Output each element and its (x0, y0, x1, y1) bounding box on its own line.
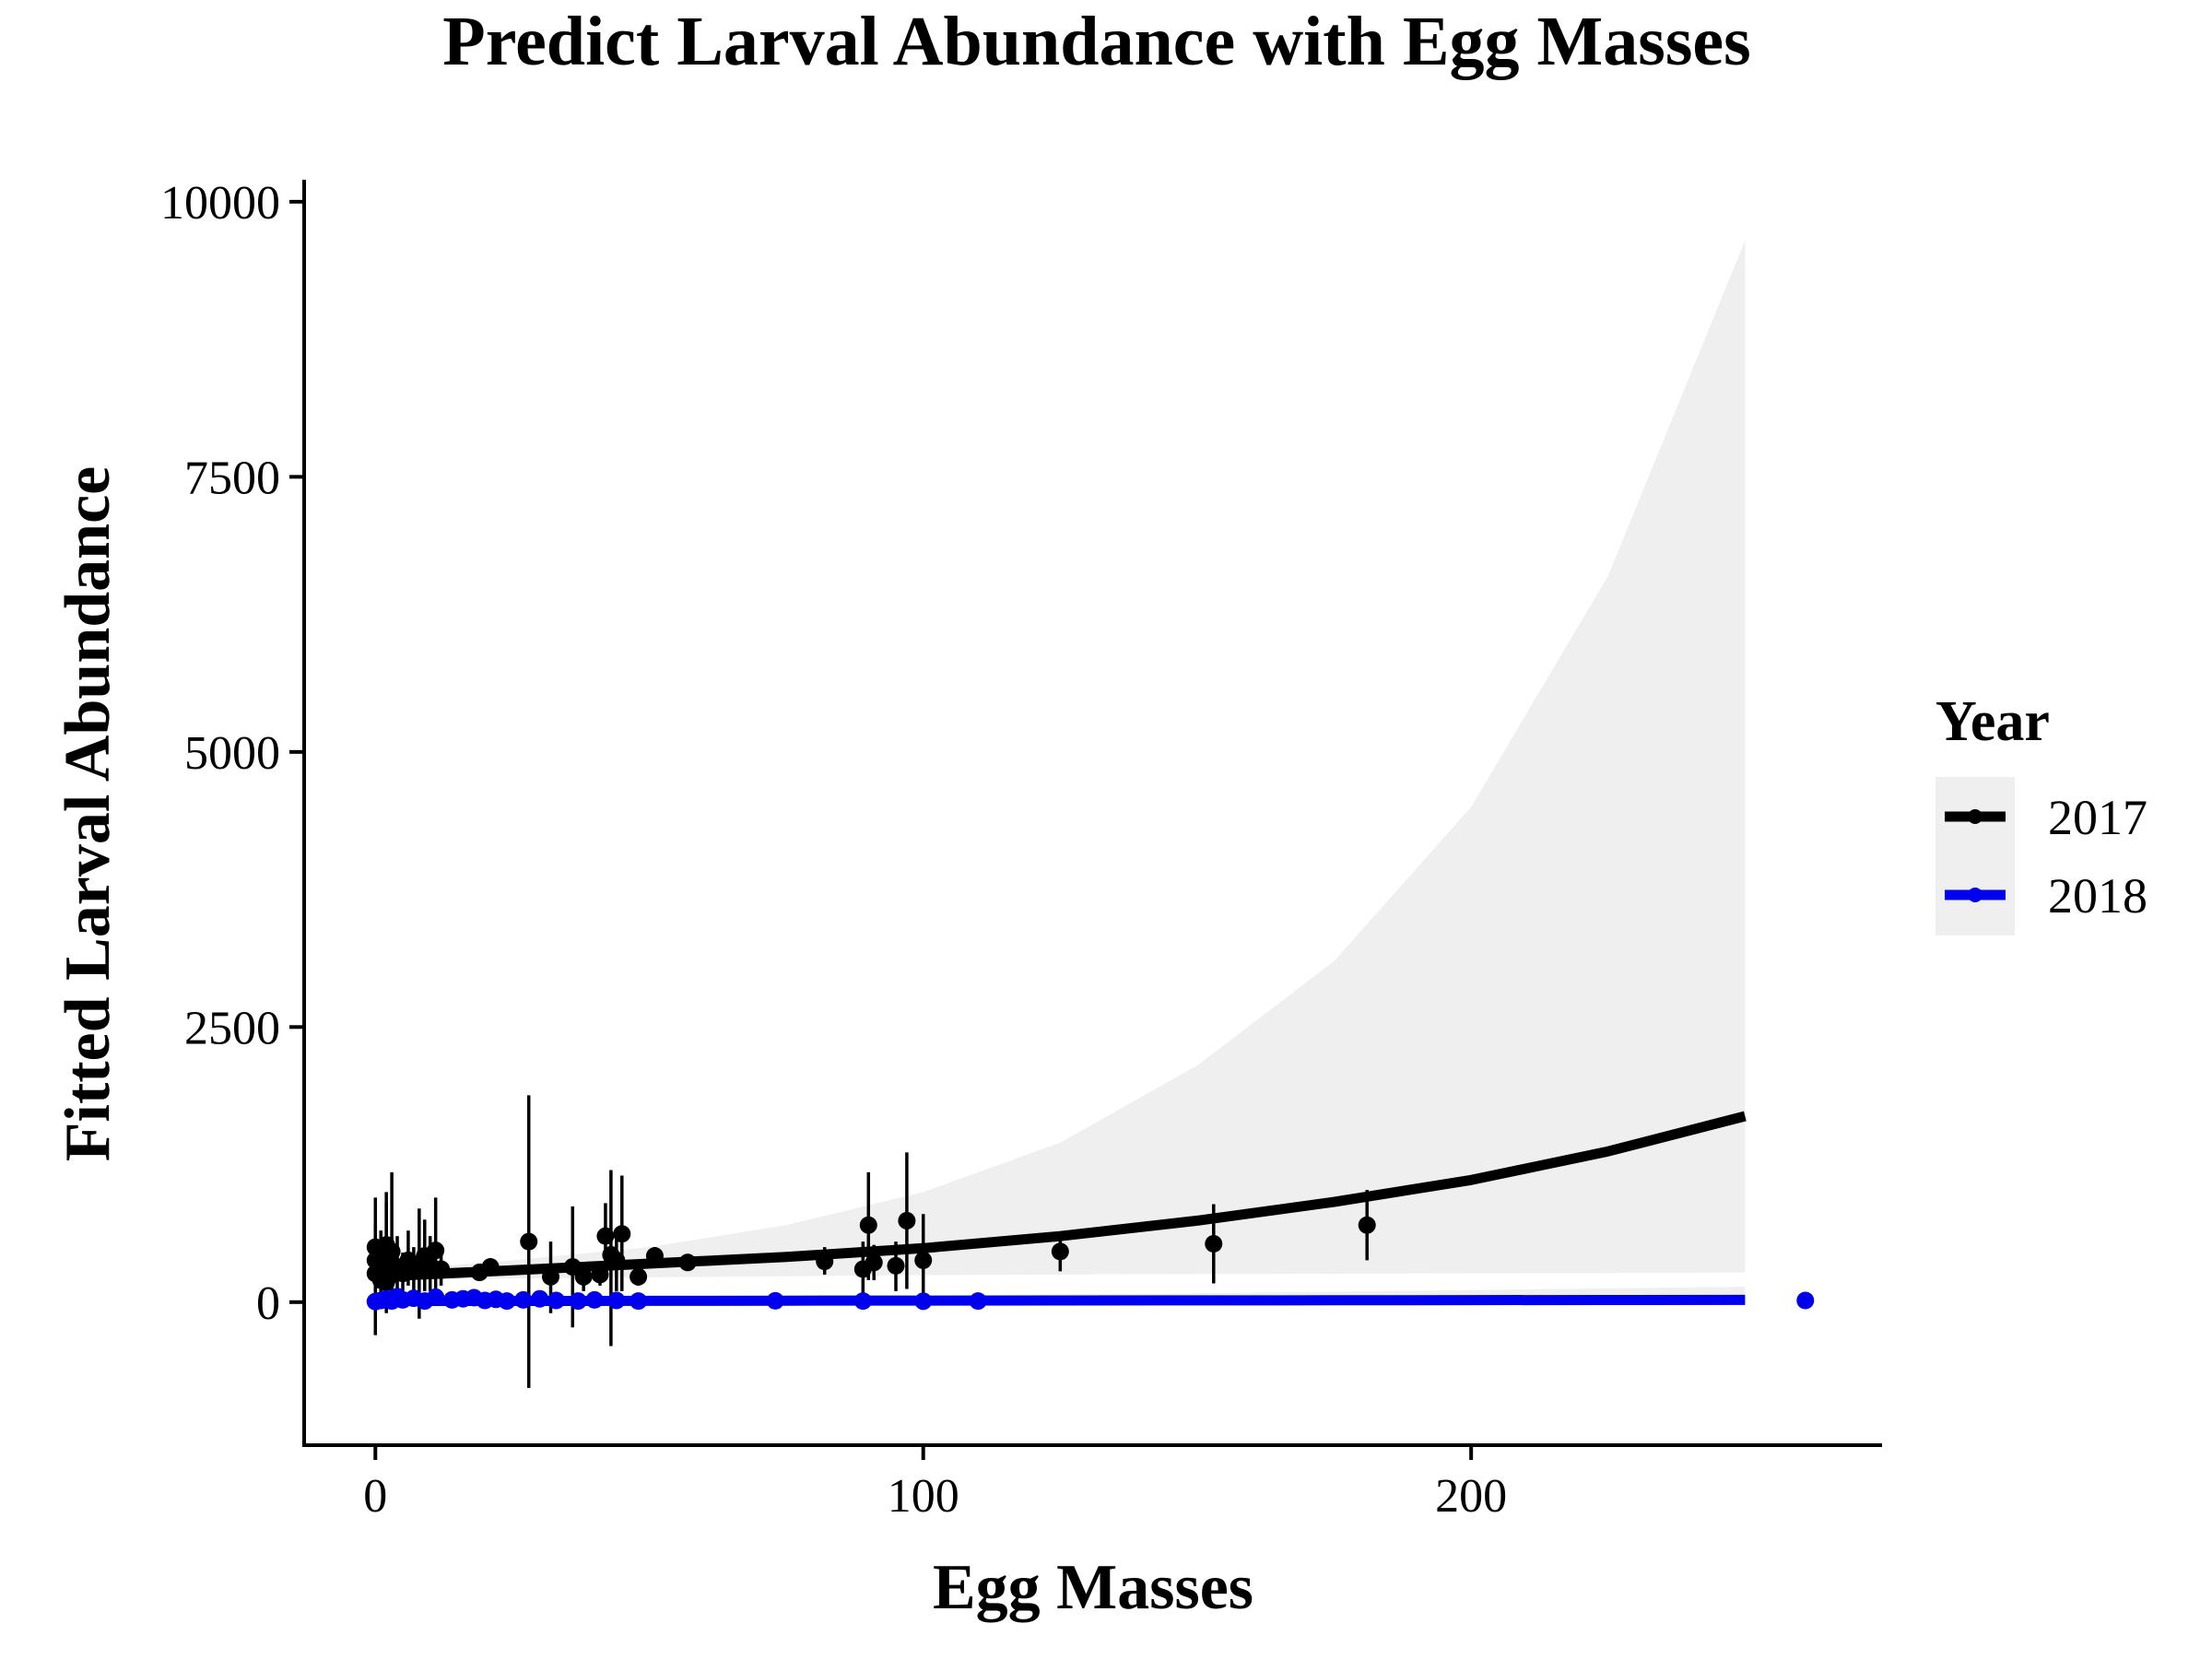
legend-title: Year (1936, 690, 2050, 753)
y-tick-label-10000: 10000 (160, 177, 280, 229)
data-point-2018-24 (914, 1292, 933, 1311)
axes: 0 100 200 0 2500 5000 7500 10000 (160, 177, 1882, 1523)
legend-label-2017: 2017 (2048, 790, 2147, 845)
data-point-2017-25 (574, 1267, 593, 1286)
data-point-2017-33 (678, 1253, 697, 1272)
confidence-band-2017 (375, 240, 1746, 1280)
y-ticks: 0 2500 5000 7500 10000 (160, 177, 304, 1330)
x-tick-label-200: 200 (1435, 1470, 1507, 1523)
data-point-2018-22 (766, 1291, 784, 1310)
data-point-2017-9 (382, 1242, 401, 1261)
data-point-2018-26 (1796, 1291, 1815, 1310)
data-point-2018-18 (569, 1292, 587, 1311)
data-point-2018-8 (427, 1288, 445, 1306)
y-tick-label-2500: 2500 (184, 1002, 280, 1054)
data-point-2018-15 (514, 1290, 533, 1309)
data-point-2017-27 (596, 1227, 615, 1245)
data-point-2017-37 (865, 1253, 883, 1272)
data-point-2017-36 (859, 1216, 877, 1234)
plot-area (366, 240, 1815, 1388)
data-point-2017-29 (607, 1251, 626, 1269)
legend-key-2018-point (1968, 888, 1983, 902)
y-tick-label-5000: 5000 (184, 727, 280, 780)
legend-key-2017-point (1968, 809, 1983, 824)
data-point-2018-25 (969, 1292, 987, 1311)
y-axis-title: Fitted Larval Abundance (53, 466, 124, 1162)
data-point-2017-41 (1051, 1242, 1069, 1261)
y-tick-label-0: 0 (256, 1277, 280, 1330)
data-point-2017-30 (613, 1225, 631, 1243)
data-point-2018-19 (585, 1290, 604, 1309)
data-point-2017-22 (520, 1232, 538, 1251)
data-point-2018-16 (531, 1289, 549, 1308)
x-ticks: 0 100 200 (363, 1445, 1507, 1523)
data-point-2018-21 (629, 1292, 648, 1311)
data-point-2017-26 (591, 1265, 609, 1284)
fit-line-2017 (375, 1111, 1747, 1282)
data-point-2017-23 (542, 1267, 559, 1286)
data-point-2017-21 (481, 1258, 500, 1277)
data-point-2018-23 (853, 1292, 872, 1311)
data-point-2017-42 (1205, 1235, 1223, 1253)
fit-lines (375, 1111, 1747, 1307)
data-point-2017-19 (432, 1260, 451, 1278)
data-point-2017-34 (816, 1253, 834, 1271)
confidence-bands (375, 240, 1746, 1302)
data-point-2017-40 (914, 1251, 933, 1269)
data-point-2017-31 (629, 1267, 648, 1286)
legend-key-background (1936, 777, 2015, 935)
y-tick-label-7500: 7500 (184, 452, 280, 504)
data-point-2017-39 (898, 1211, 916, 1230)
data-point-2017-43 (1358, 1216, 1376, 1234)
data-point-2018-14 (498, 1292, 516, 1311)
legend-label-2018: 2018 (2048, 868, 2147, 924)
x-tick-label-100: 100 (888, 1470, 959, 1523)
x-tick-label-0: 0 (363, 1470, 387, 1523)
chart-title: Predict Larval Abundance with Egg Masses (442, 3, 1750, 80)
data-point-2017-32 (645, 1247, 664, 1265)
data-point-2018-20 (607, 1291, 626, 1310)
data-point-2018-17 (547, 1291, 565, 1310)
legend: Year 2017 2018 (1936, 690, 2147, 935)
data-point-2017-38 (887, 1256, 905, 1275)
x-axis-title: Egg Masses (933, 1552, 1253, 1623)
data-point-2017-18 (427, 1241, 445, 1260)
data-points (366, 1211, 1815, 1311)
